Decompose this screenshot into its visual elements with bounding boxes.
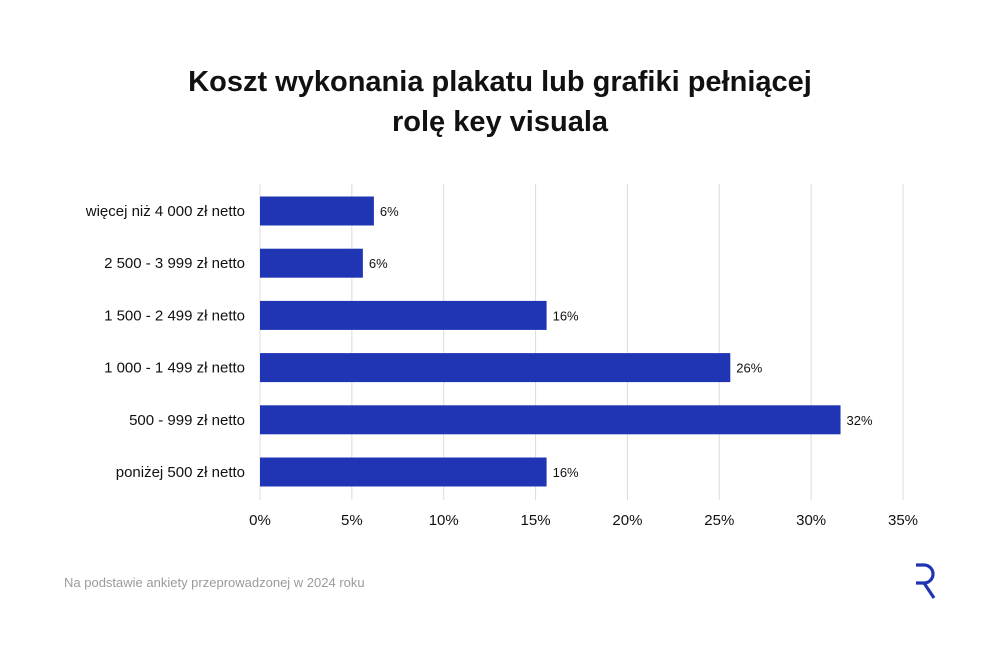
bar	[260, 457, 547, 487]
bar	[260, 405, 841, 435]
category-label: 1 500 - 2 499 zł netto	[104, 307, 245, 324]
data-label: 6%	[369, 256, 388, 271]
bars	[260, 196, 841, 487]
data-label: 16%	[553, 465, 579, 480]
category-label: więcej niż 4 000 zł netto	[85, 203, 245, 220]
x-tick-labels: 0% 5% 10% 15% 20% 25% 30% 35%	[249, 512, 918, 529]
category-label: 2 500 - 3 999 zł netto	[104, 255, 245, 272]
r-logo-icon	[912, 563, 938, 606]
x-tick-label: 15%	[521, 512, 551, 529]
bar	[260, 300, 547, 330]
data-label: 6%	[380, 204, 399, 219]
category-labels: więcej niż 4 000 zł netto 2 500 - 3 999 z…	[85, 203, 245, 481]
x-tick-label: 10%	[429, 512, 459, 529]
x-tick-label: 20%	[612, 512, 642, 529]
x-tick-label: 5%	[341, 512, 363, 529]
grid-lines	[259, 184, 904, 500]
category-label: 500 - 999 zł netto	[129, 412, 245, 429]
source-footnote: Na podstawie ankiety przeprowadzonej w 2…	[64, 575, 365, 590]
bar	[260, 353, 731, 383]
data-label: 32%	[847, 413, 873, 428]
category-label: 1 000 - 1 499 zł netto	[104, 360, 245, 377]
category-label: poniżej 500 zł netto	[116, 464, 245, 481]
data-label: 26%	[736, 361, 762, 376]
x-tick-label: 35%	[888, 512, 918, 529]
bar	[260, 248, 363, 278]
chart-title-line-1: Koszt wykonania plakatu lub grafiki pełn…	[188, 66, 812, 98]
chart-title: Koszt wykonania plakatu lub grafiki pełn…	[0, 62, 1000, 142]
chart-title-line-2: rolę key visuala	[391, 106, 609, 138]
x-tick-label: 30%	[796, 512, 826, 529]
x-tick-label: 0%	[249, 512, 271, 529]
x-tick-label: 25%	[704, 512, 734, 529]
bar	[260, 196, 374, 226]
data-label: 16%	[553, 308, 579, 323]
value-labels: 6% 6% 16% 26% 32% 16%	[369, 204, 873, 480]
